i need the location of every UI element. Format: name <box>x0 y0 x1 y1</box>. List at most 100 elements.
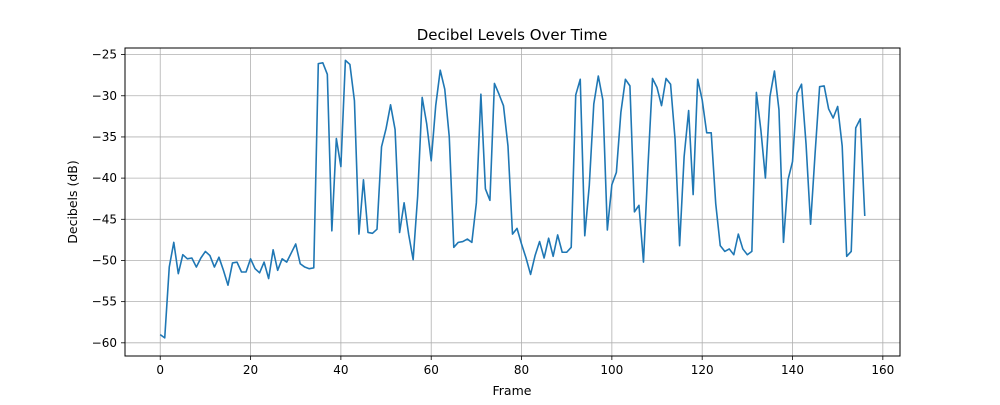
data-point <box>444 88 446 90</box>
x-tick-label: 160 <box>871 363 894 377</box>
data-point <box>173 242 175 244</box>
data-point <box>354 100 356 102</box>
data-point <box>458 242 460 244</box>
data-point <box>408 233 410 235</box>
series-layer <box>159 59 866 339</box>
data-point <box>159 334 161 336</box>
data-point <box>191 257 193 259</box>
data-point <box>430 160 432 162</box>
data-point <box>358 233 360 235</box>
data-point <box>850 251 852 253</box>
data-point <box>697 78 699 80</box>
chart-title: Decibel Levels Over Time <box>417 26 608 44</box>
data-point <box>453 246 455 248</box>
data-point <box>598 75 600 77</box>
data-point <box>539 241 541 243</box>
data-point <box>661 105 663 107</box>
y-tick-label: −40 <box>92 171 117 185</box>
data-point <box>367 232 369 234</box>
plot-frame <box>124 47 901 357</box>
data-point <box>823 85 825 87</box>
data-point <box>250 258 252 260</box>
data-point <box>674 139 676 141</box>
data-point <box>168 266 170 268</box>
data-point <box>277 270 279 272</box>
data-point <box>263 261 265 263</box>
x-axis-ticks: 0 20 40 60 80 100 120 140 160 <box>156 356 894 377</box>
data-point <box>254 268 256 270</box>
data-point <box>476 202 478 204</box>
data-point <box>629 85 631 87</box>
data-point <box>281 258 283 260</box>
data-point <box>421 97 423 99</box>
data-point <box>534 255 536 257</box>
data-point <box>439 69 441 71</box>
y-tick-label: −25 <box>92 48 117 62</box>
data-point <box>543 257 545 259</box>
data-point <box>336 138 338 140</box>
data-point <box>584 235 586 237</box>
data-point <box>385 128 387 130</box>
x-tick-label: 40 <box>333 363 348 377</box>
data-point <box>448 136 450 138</box>
grid <box>125 48 900 356</box>
data-point <box>232 262 234 264</box>
data-point <box>765 177 767 179</box>
data-point <box>494 83 496 85</box>
data-point <box>566 251 568 253</box>
data-point <box>634 211 636 213</box>
x-tick-label: 80 <box>514 363 529 377</box>
data-point <box>327 74 329 76</box>
data-point <box>864 215 866 217</box>
data-point <box>299 263 301 265</box>
data-point <box>259 272 261 274</box>
data-point <box>715 203 717 205</box>
data-point <box>643 261 645 263</box>
data-point <box>209 255 211 257</box>
data-point <box>837 106 839 108</box>
x-axis-label: Frame <box>493 383 532 398</box>
data-point <box>679 245 681 247</box>
data-point <box>796 92 798 94</box>
data-point <box>819 86 821 88</box>
data-point <box>521 243 523 245</box>
data-point <box>308 268 310 270</box>
y-tick-label: −55 <box>92 295 117 309</box>
data-point <box>182 254 184 256</box>
data-point <box>552 256 554 258</box>
y-axis-label: Decibels (dB) <box>65 160 80 244</box>
data-point <box>751 251 753 253</box>
data-point <box>295 243 297 245</box>
data-point <box>530 274 532 276</box>
data-point <box>561 251 563 253</box>
data-point <box>349 64 351 66</box>
data-point <box>435 105 437 107</box>
data-point <box>548 237 550 239</box>
data-point <box>575 94 577 96</box>
data-point <box>665 78 667 80</box>
x-tick-label: 0 <box>156 363 164 377</box>
data-point <box>403 202 405 204</box>
data-point <box>742 248 744 250</box>
data-point <box>507 145 509 147</box>
data-point <box>638 204 640 206</box>
data-point <box>620 111 622 113</box>
data-point <box>516 228 518 230</box>
y-tick-label: −50 <box>92 253 117 267</box>
data-point <box>467 238 469 240</box>
data-point <box>692 194 694 196</box>
data-point <box>313 267 315 269</box>
data-point <box>286 261 288 263</box>
x-tick-label: 140 <box>781 363 804 377</box>
series-line <box>159 59 866 339</box>
data-point <box>593 103 595 105</box>
data-point <box>733 254 735 256</box>
data-point <box>177 273 179 275</box>
data-point <box>376 228 378 230</box>
data-point <box>200 257 202 259</box>
x-tick-label: 20 <box>243 363 258 377</box>
data-point <box>652 78 654 80</box>
data-point <box>828 108 830 110</box>
